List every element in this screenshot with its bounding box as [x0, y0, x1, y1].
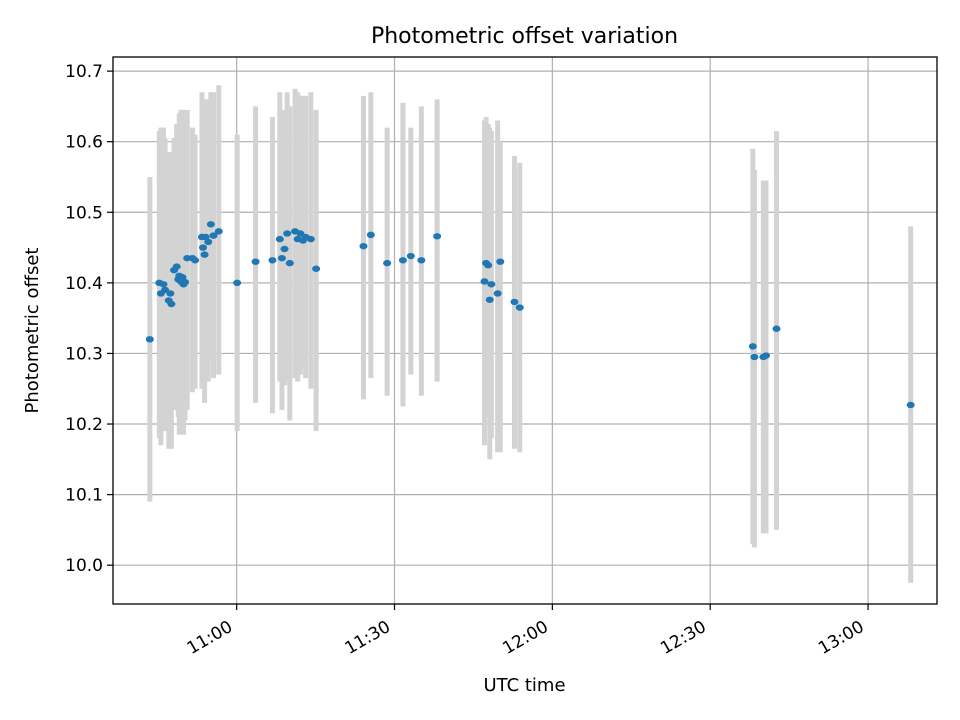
data-point	[172, 263, 181, 270]
data-point	[178, 274, 187, 281]
x-tick-label: 13:00	[815, 617, 867, 659]
plot-frame	[112, 56, 938, 605]
data-point	[493, 290, 502, 297]
data-point	[398, 257, 407, 264]
data-point	[233, 279, 242, 287]
data-point	[159, 281, 168, 288]
data-point	[206, 221, 215, 228]
data-point	[433, 233, 442, 240]
data-point	[748, 343, 757, 350]
data-point	[275, 235, 284, 243]
data-point	[406, 252, 415, 260]
data-points	[145, 221, 915, 409]
data-point	[312, 265, 321, 272]
data-point	[251, 258, 260, 265]
data-point	[161, 286, 170, 294]
data-point	[496, 258, 505, 265]
y-tick-label: 10.3	[65, 344, 103, 364]
data-point	[181, 278, 190, 286]
data-point	[209, 232, 218, 239]
data-point	[191, 257, 200, 264]
y-tick-label: 10.4	[65, 274, 103, 294]
data-point	[485, 296, 494, 303]
y-tick-label: 10.7	[65, 62, 103, 82]
data-point	[145, 336, 154, 343]
x-tick-label: 11:00	[184, 617, 236, 659]
x-axis: 11:00 11:30 12:00 12:30 13:00	[184, 604, 869, 659]
data-point	[484, 262, 493, 269]
y-tick-label: 10.2	[65, 415, 103, 435]
x-axis-label: UTC time	[483, 675, 565, 696]
y-tick-label: 10.0	[65, 556, 103, 576]
data-point	[515, 304, 524, 311]
data-point	[417, 257, 426, 264]
x-tick-label: 11:30	[342, 617, 394, 659]
y-tick-label: 10.5	[65, 203, 103, 223]
data-point	[761, 352, 770, 359]
x-tick-label: 12:00	[499, 617, 551, 659]
x-tick-label: 12:30	[657, 617, 709, 659]
data-point	[214, 228, 223, 235]
data-point	[277, 254, 286, 262]
y-axis-label: Photometric offset	[22, 248, 43, 414]
data-point	[750, 353, 759, 361]
data-point	[285, 259, 294, 267]
data-point	[268, 257, 277, 264]
y-tick-label: 10.1	[65, 486, 103, 506]
data-point	[510, 298, 519, 306]
data-point	[200, 251, 209, 258]
data-point	[201, 233, 210, 241]
data-point	[204, 238, 213, 246]
data-point	[296, 230, 305, 237]
data-point	[366, 231, 375, 239]
data-point	[166, 290, 175, 297]
data-point	[772, 325, 781, 332]
data-point	[280, 245, 289, 253]
grid	[113, 57, 937, 604]
data-point	[167, 300, 176, 308]
data-point	[383, 259, 392, 267]
data-point	[906, 401, 915, 409]
data-point	[198, 244, 207, 251]
data-point	[359, 242, 368, 250]
data-point	[283, 230, 292, 237]
data-point	[487, 281, 496, 288]
y-axis: 10.0 10.1 10.2 10.3 10.4 10.5 10.6 10.7	[65, 62, 113, 576]
data-point	[306, 235, 315, 243]
chart-title: Photometric offset variation	[371, 24, 678, 49]
data-point	[480, 278, 489, 285]
error-bars	[147, 85, 914, 583]
y-tick-label: 10.6	[65, 133, 103, 153]
